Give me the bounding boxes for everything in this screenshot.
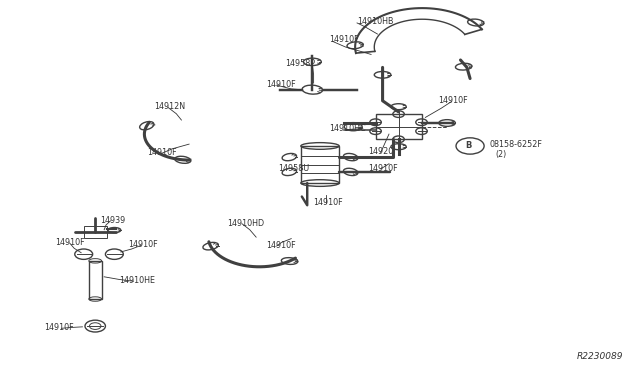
Text: (2): (2)	[495, 150, 507, 159]
Text: 14910F: 14910F	[266, 80, 295, 89]
Text: 14939: 14939	[100, 216, 125, 225]
Text: 14920: 14920	[368, 147, 393, 156]
Text: 14910F: 14910F	[330, 35, 359, 44]
Text: 14910F: 14910F	[314, 198, 343, 207]
Bar	[84, 227, 107, 238]
Text: 14910HC: 14910HC	[330, 124, 366, 133]
Bar	[89, 261, 102, 299]
Text: 14912N: 14912N	[154, 102, 185, 111]
Text: 08158-6252F: 08158-6252F	[490, 140, 543, 149]
Text: 14910F: 14910F	[44, 323, 74, 332]
Text: 14910F: 14910F	[129, 240, 158, 249]
Bar	[301, 146, 339, 183]
Text: 14910F: 14910F	[55, 238, 84, 247]
Text: 14910F: 14910F	[438, 96, 468, 105]
Text: 14910HB: 14910HB	[357, 17, 394, 26]
Bar	[376, 114, 422, 139]
Text: 14910HD: 14910HD	[227, 219, 264, 228]
Text: 14958P: 14958P	[285, 59, 315, 68]
Text: 14910F: 14910F	[266, 241, 295, 250]
Text: 14910HE: 14910HE	[119, 276, 155, 285]
Text: 14910F: 14910F	[148, 148, 177, 157]
Text: 14910F: 14910F	[368, 164, 397, 173]
Text: B: B	[465, 141, 471, 151]
Text: R2230089: R2230089	[577, 352, 623, 361]
Text: 14958U: 14958U	[278, 164, 310, 173]
